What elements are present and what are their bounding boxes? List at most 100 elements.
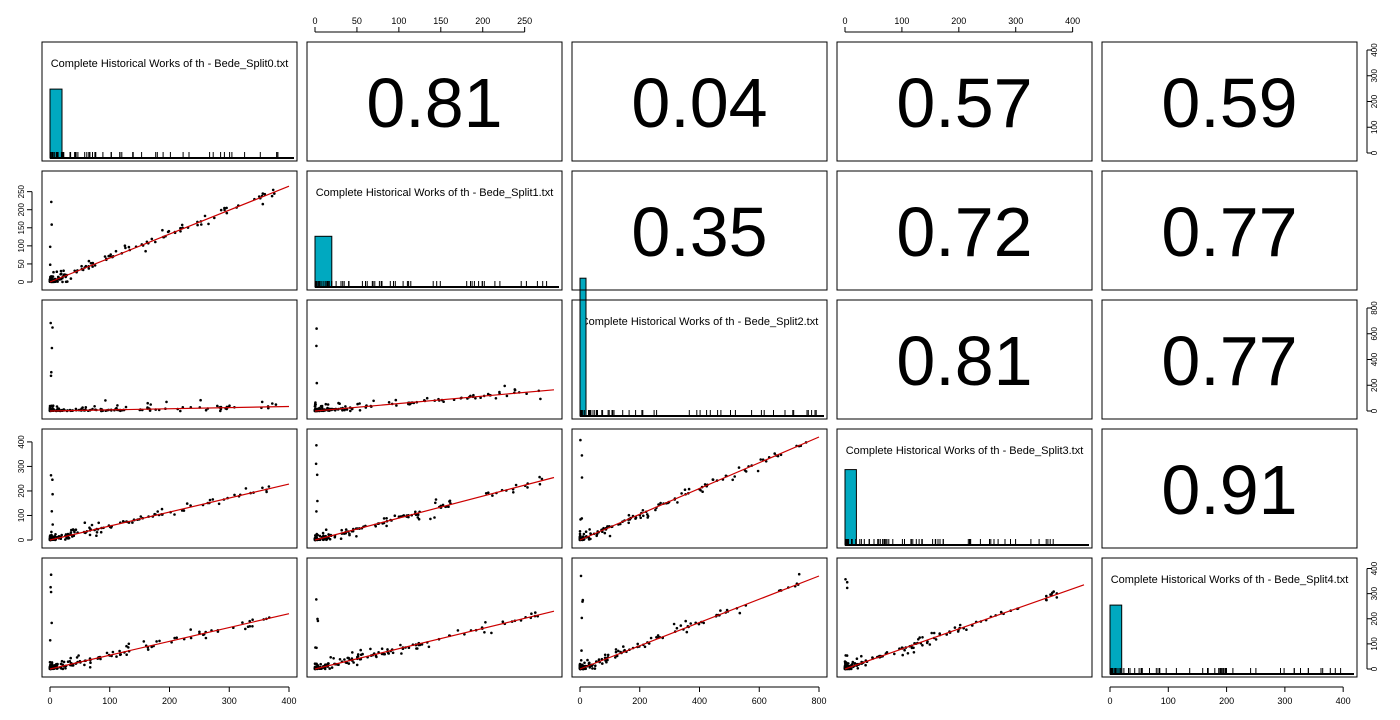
scatter-point [588, 666, 592, 669]
scatter-point [54, 280, 58, 283]
scatter-point [394, 398, 398, 402]
scatter-point [733, 475, 736, 478]
scatter-point [324, 663, 327, 666]
axis-tick-label: 0 [47, 696, 52, 706]
scatter-point [241, 621, 244, 624]
rug-marks-4 [1109, 668, 1354, 675]
scatter-point [60, 533, 63, 537]
scatter-point [343, 658, 346, 661]
scatter-points-r3-c0 [48, 474, 271, 542]
panel-r4-c3 [836, 557, 1093, 678]
histogram-bar-3 [844, 469, 857, 546]
scatter-point [634, 517, 637, 520]
scatter-point [69, 277, 73, 280]
scatter-point [180, 223, 184, 227]
scatter-point [261, 192, 265, 195]
scatter-point [315, 381, 319, 385]
scatter-point [885, 651, 889, 654]
scatter-point [614, 648, 618, 651]
scatter-point [104, 399, 107, 402]
scatter-point [314, 462, 318, 466]
axis-tick-label: 400 [281, 696, 296, 706]
scatter-point [938, 632, 941, 635]
scatter-point [330, 666, 334, 669]
scatter-point [1055, 596, 1059, 599]
scatter-point [675, 626, 679, 630]
correlation-value-r0-c1: 0.81 [366, 64, 502, 142]
scatter-point [213, 216, 216, 220]
scatter-point [434, 498, 438, 501]
scatter-point [189, 504, 192, 507]
scatter-point [313, 404, 317, 408]
scatter-point [69, 531, 73, 534]
scatter-point [655, 636, 658, 639]
scatter-point [199, 398, 202, 402]
scatter-point [539, 397, 542, 401]
scatter-point [849, 667, 853, 671]
histogram-bar-0 [49, 88, 63, 159]
scatter-point [400, 652, 403, 655]
panel-r0-c4 [1101, 41, 1358, 162]
scatter-point [503, 384, 507, 388]
scatter-point [387, 401, 391, 404]
scatter-point [80, 264, 83, 268]
axis-tick-label: 800 [1370, 301, 1379, 315]
scatter-point [474, 397, 477, 400]
scatter-point [62, 660, 66, 664]
scatter-point [605, 660, 608, 664]
scatter-point [514, 483, 518, 487]
scatter-point [170, 641, 173, 644]
histogram-bar-4 [1109, 604, 1123, 675]
scatter-point [54, 533, 57, 536]
scatter-point [62, 273, 66, 277]
scatter-point [204, 408, 208, 412]
scatter-point [49, 321, 52, 325]
scatter-point [105, 651, 109, 655]
scatter-point [845, 654, 849, 657]
panel-r3-c4 [1101, 428, 1358, 549]
scatter-point [204, 636, 208, 640]
scatter-point [676, 501, 679, 504]
scatter-point [579, 518, 582, 521]
scatter-point [356, 402, 359, 406]
scatter-point [124, 246, 127, 250]
axis-tick-label: 200 [951, 16, 966, 26]
scatter-point [74, 528, 78, 531]
scatter-point [387, 651, 390, 655]
scatter-point [429, 517, 432, 521]
y-axis-right-row0: 0 100 200 300 400 [1366, 43, 1379, 155]
scatter-point [344, 405, 347, 408]
scatter-point [719, 609, 722, 612]
scatter-point [374, 654, 378, 657]
axis-tick-label: 400 [1370, 561, 1379, 575]
scatter-point [91, 265, 94, 268]
fit-line-r3-c0 [49, 483, 290, 541]
fit-line-r4-c0 [49, 613, 290, 670]
scatter-point [343, 408, 346, 412]
scatter-point [853, 662, 857, 665]
scatter-point [166, 230, 170, 234]
panel-r4-c4 [1101, 557, 1358, 678]
scatter-point [845, 580, 849, 584]
scatter-point [189, 628, 192, 631]
axis-tick-label: 0 [842, 16, 847, 26]
axis-tick-label: 100 [391, 16, 406, 26]
scatter-point [274, 403, 278, 406]
scatter-point [228, 404, 231, 408]
axis-tick-label: 100 [1370, 120, 1379, 134]
axis-tick-label: 200 [1370, 94, 1379, 108]
scatter-point [196, 223, 199, 227]
scatter-point [315, 510, 318, 513]
axis-tick-label: 0 [17, 279, 26, 284]
scatter-point [448, 499, 452, 503]
scatter-point [579, 659, 583, 662]
scatter-point [111, 650, 115, 654]
scatter-point [179, 409, 182, 413]
scatter-point [315, 327, 318, 330]
scatter-point [893, 652, 896, 656]
scatter-point [352, 661, 355, 664]
panel-r2-c2 [571, 299, 828, 420]
scatter-point [395, 404, 398, 407]
scatter-point [680, 492, 683, 495]
axis-tick-label: 400 [1370, 43, 1379, 57]
